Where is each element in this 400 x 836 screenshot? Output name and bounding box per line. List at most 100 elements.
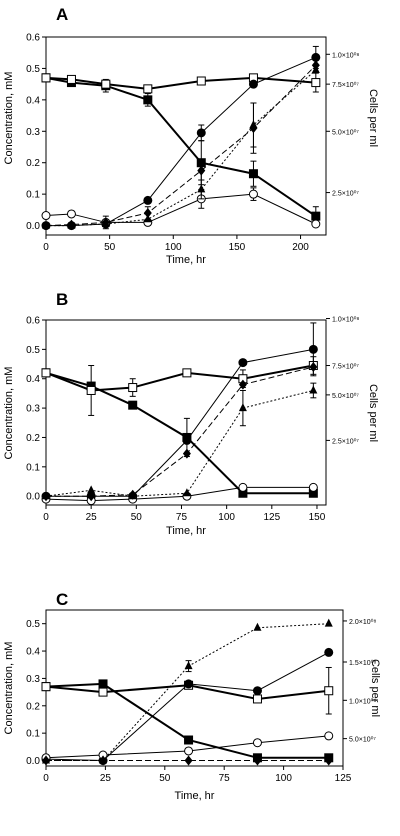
x-axis-label: Time, hr [175, 790, 215, 802]
y-tick-label: 0.5 [26, 345, 40, 356]
data-point [311, 78, 321, 88]
y2-axis-label: Cells per ml [367, 384, 379, 442]
data-point [324, 731, 334, 741]
x-tick-label: 125 [263, 512, 280, 523]
series-line [45, 389, 314, 497]
y-tick-label: 0.0 [26, 221, 40, 232]
data-point [252, 686, 262, 696]
x-tick-label: 0 [43, 773, 49, 784]
data-point [248, 79, 258, 89]
data-point [324, 755, 333, 766]
data-point [311, 52, 321, 62]
data-point [128, 400, 138, 410]
x-tick-label: 100 [165, 242, 182, 253]
x-tick-label: 50 [104, 242, 116, 253]
data-point [308, 482, 318, 492]
data-point [197, 165, 206, 176]
plot-frame [45, 609, 344, 767]
data-point [41, 73, 51, 83]
data-point [66, 74, 76, 84]
series-circle-open [41, 187, 321, 230]
series-triangle-filled [42, 382, 318, 500]
y2-tick-label: 2.5×10⁰⁷ [332, 437, 359, 445]
data-point [238, 379, 247, 390]
y-tick-label: 0.1 [26, 462, 40, 473]
data-point [309, 361, 318, 372]
data-point [182, 368, 192, 378]
x-tick-label: 0 [43, 242, 49, 253]
y2-tick-label: 7.5×10⁰⁷ [332, 363, 359, 371]
data-point [143, 214, 152, 223]
series-diamond-filled [42, 60, 320, 231]
data-point [182, 488, 191, 497]
series-square-open [41, 666, 334, 715]
x-axis-label: Time, hr [166, 525, 206, 537]
data-point [42, 220, 50, 229]
panel-b: B 0 25 50 75 100 125 150 0.0 0.1 0.2 0.3 0.4 0.5 0.6 2.… [3, 290, 379, 537]
y2-tick-label: 7.5×10⁰⁷ [332, 81, 359, 89]
y-axis-label: Concentration, mM [3, 367, 15, 460]
data-point [42, 755, 50, 764]
data-point [42, 491, 50, 500]
y-tick-label: 0.5 [26, 619, 40, 630]
series-line [45, 64, 317, 227]
data-point [87, 491, 96, 502]
data-point [184, 755, 193, 766]
y2-axis-label: Cells per ml [369, 659, 381, 717]
data-point [128, 491, 137, 500]
data-point [86, 385, 96, 395]
data-point [101, 219, 110, 227]
y2-tick-label: 5.0×10⁰⁷ [332, 128, 359, 136]
y-axis-label: Concentration, mM [3, 72, 15, 165]
data-point [66, 209, 76, 219]
data-point [184, 746, 194, 756]
series-line [45, 371, 314, 495]
data-point [143, 195, 153, 205]
x-tick-label: 125 [335, 773, 352, 784]
x-tick-label: 50 [159, 773, 171, 784]
series-square-filled [41, 73, 321, 227]
y2-tick-label: 1.5×10⁰⁸ [349, 659, 376, 667]
y-tick-label: 0.4 [26, 647, 40, 658]
x-tick-label: 75 [176, 512, 188, 523]
panel-c: C 0 25 50 75 100 125 0.0 0.1 0.2 0.3 0.4 0.5 5.0×10⁰⁷… [3, 590, 381, 802]
data-point [311, 211, 321, 221]
y-tick-label: 0.0 [26, 492, 40, 503]
data-point [184, 679, 194, 689]
data-point [41, 211, 51, 221]
x-axis-label: Time, hr [166, 254, 206, 266]
series-line [45, 486, 314, 502]
data-point [99, 755, 108, 764]
y-tick-label: 0.2 [26, 158, 40, 169]
series-triangle-filled [42, 65, 320, 229]
data-point [143, 95, 153, 105]
x-tick-label: 0 [43, 512, 49, 523]
y-tick-label: 0.5 [26, 64, 40, 75]
y2-tick-label: 2.5×10⁰⁷ [332, 190, 359, 198]
data-point [311, 65, 320, 73]
data-point [182, 435, 192, 445]
data-point [238, 358, 248, 368]
panel-label: C [56, 590, 68, 609]
data-point [238, 482, 248, 492]
series-circle-filled [41, 322, 318, 501]
data-point [67, 220, 76, 229]
y-tick-label: 0.3 [26, 404, 40, 415]
y2-tick-label: 5.0×10⁰⁷ [332, 392, 359, 400]
y-axis-label: Concentration, mM [3, 642, 15, 735]
x-tick-label: 100 [275, 773, 292, 784]
data-point [311, 219, 321, 229]
x-tick-label: 50 [131, 512, 143, 523]
data-point [252, 738, 262, 748]
y-tick-label: 0.1 [26, 729, 40, 740]
data-point [143, 208, 152, 218]
series-line [46, 348, 314, 497]
y-tick-label: 0.1 [26, 190, 40, 201]
y-tick-label: 0.3 [26, 127, 40, 138]
series-line [45, 364, 314, 392]
data-point [143, 84, 153, 94]
y2-axis-label: Cells per ml [367, 89, 379, 147]
plot-frame [45, 36, 327, 236]
panel-a: A 0 50 100 150 200 0.0 0.1 0.2 0.3 0.4 0.5 0.6 2.5×10… [3, 5, 379, 266]
